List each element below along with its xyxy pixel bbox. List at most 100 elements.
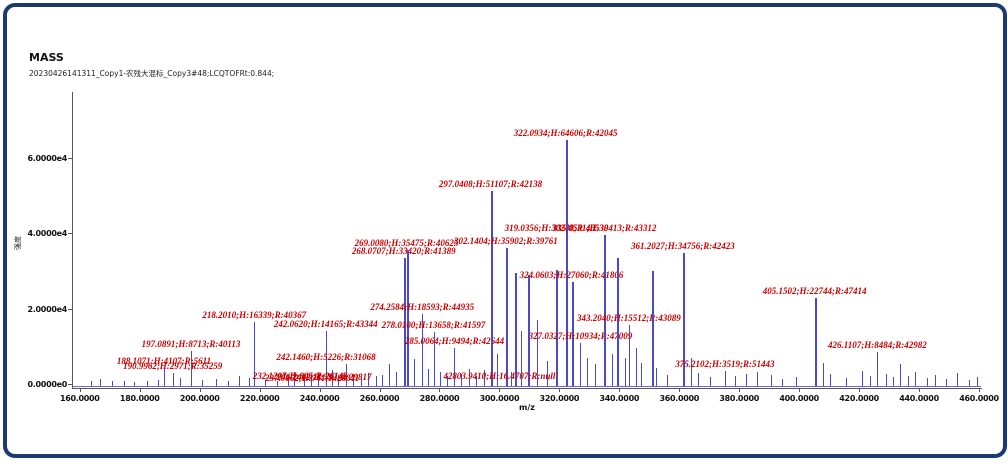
peak-line [756, 371, 758, 386]
peak-annotation: 375.2102;H:3519;R:51443 [675, 358, 775, 369]
peak-line [511, 371, 513, 386]
peak-line [239, 376, 241, 386]
peak-line [476, 376, 478, 386]
peak-line [846, 377, 848, 386]
peak-line [294, 371, 296, 386]
peak-line [100, 379, 102, 386]
peak-line [406, 250, 409, 386]
x-tick-mark [859, 389, 861, 392]
peak-annotation: 319.0356;H:30248;R:40530 [504, 222, 609, 233]
peak-line [265, 379, 267, 386]
x-tick-mark [139, 389, 141, 392]
y-axis-line [72, 92, 73, 388]
peak-line [428, 368, 430, 386]
peak-line [484, 370, 486, 386]
peak-annotation: 242.1460;H:5226;R:31068 [276, 352, 376, 363]
peak-annotation: 361.2027;H:34756;R:42423 [630, 240, 735, 251]
peak-line [515, 272, 518, 386]
y-tick-label: 0.0000e0 [27, 380, 68, 389]
peak-annotation: 268.0707;H:33420;R:41389 [351, 245, 456, 256]
floor-annotation: 246.2402;H:592;R:29817 [276, 372, 372, 382]
peak-line [934, 374, 936, 386]
peak-line [521, 331, 522, 386]
y-tick-label: 2.0000e4 [27, 304, 68, 314]
peak-line [814, 298, 817, 386]
peak-line [318, 378, 320, 386]
peak-line [580, 342, 582, 386]
peak-line [667, 374, 669, 386]
peak-line [915, 372, 917, 386]
peak-line [389, 363, 391, 386]
x-tick-label: 280.0000 [419, 394, 460, 403]
peak-line [946, 379, 948, 386]
peak-line [628, 325, 630, 386]
x-tick-mark [319, 389, 321, 392]
peak-annotation: 405.1502;H:22744;R:47414 [762, 286, 867, 297]
peak-line [375, 376, 377, 386]
x-tick-mark [79, 389, 81, 392]
peak-line [556, 269, 559, 386]
x-tick-label: 240.0000 [299, 394, 340, 403]
y-tick-label: 4.0000e4 [27, 229, 68, 238]
x-tick-mark [499, 389, 501, 392]
peak-line [367, 372, 369, 386]
peak-line [745, 374, 747, 386]
peak-annotation: 188.1071;H:4107;R:5611 [116, 356, 212, 367]
x-tick-label: 380.0000 [719, 394, 759, 403]
peak-line [641, 362, 643, 386]
y-tick-mark [68, 233, 72, 234]
peak-line [892, 376, 894, 386]
x-tick-mark [439, 389, 441, 392]
peak-line [565, 140, 568, 386]
peak-line [134, 382, 136, 386]
peak-line [124, 381, 126, 386]
x-axis-line [72, 388, 982, 389]
x-tick-label: 160.0000 [59, 394, 100, 403]
peak-line [571, 281, 574, 386]
peak-line [617, 257, 620, 386]
peak-line [248, 378, 250, 386]
peak-line [710, 377, 712, 386]
x-tick-label: 420.0000 [839, 394, 879, 403]
peak-annotation: 197.0891;H:8713;R:40113 [141, 339, 241, 350]
peak-annotation: 297.0408;H:51107;R:42138 [438, 179, 543, 190]
peak-annotation: 426.1107;H:8484;R:42982 [828, 339, 927, 350]
peak-line [724, 370, 726, 386]
peak-line [157, 379, 159, 386]
peak-annotation: 324.0603;H:27060;R:41806 [519, 269, 624, 280]
peak-line [861, 371, 863, 386]
peak-line [440, 372, 442, 386]
x-tick-label: 180.0000 [119, 394, 160, 403]
peak-line [360, 377, 362, 386]
x-tick-mark [199, 389, 201, 392]
peak-line [338, 376, 340, 386]
peak-line [690, 358, 692, 386]
peak-line [311, 374, 313, 386]
peak-line [697, 372, 699, 386]
peak-line [490, 191, 493, 386]
spectrum-plot-area[interactable]: 0.0000e0 2.0000e4 4.0000e4 6.0000e4 160.0000… [7, 7, 1008, 466]
spectrum-baseline [73, 386, 981, 387]
x-tick-mark [919, 389, 921, 392]
x-tick-label: 320.0000 [539, 394, 580, 403]
peak-line [547, 361, 549, 386]
x-tick-mark [679, 389, 681, 392]
floor-annotation: 232.1207;H:805;R:26145 [252, 371, 348, 381]
peak-line [537, 319, 539, 386]
x-tick-label: 360.0000 [659, 394, 700, 403]
x-tick-mark [619, 389, 621, 392]
peak-line [795, 376, 797, 386]
peak-line [968, 379, 970, 386]
peak-line [885, 374, 887, 386]
peak-annotation: 218.2010;H:16339;R:40367 [202, 310, 307, 321]
x-tick-label: 260.0000 [359, 394, 400, 403]
peak-line [433, 332, 435, 386]
peak-line [382, 375, 384, 386]
peak-line [781, 378, 783, 386]
y-tick-label: 6.0000e4 [27, 153, 68, 163]
peak-line [822, 362, 824, 386]
peak-line [111, 380, 113, 386]
peak-annotation: 242.0620;H:14165;R:43344 [273, 318, 378, 329]
x-tick-label: 220.0000 [239, 394, 280, 403]
x-tick-mark [979, 389, 980, 392]
